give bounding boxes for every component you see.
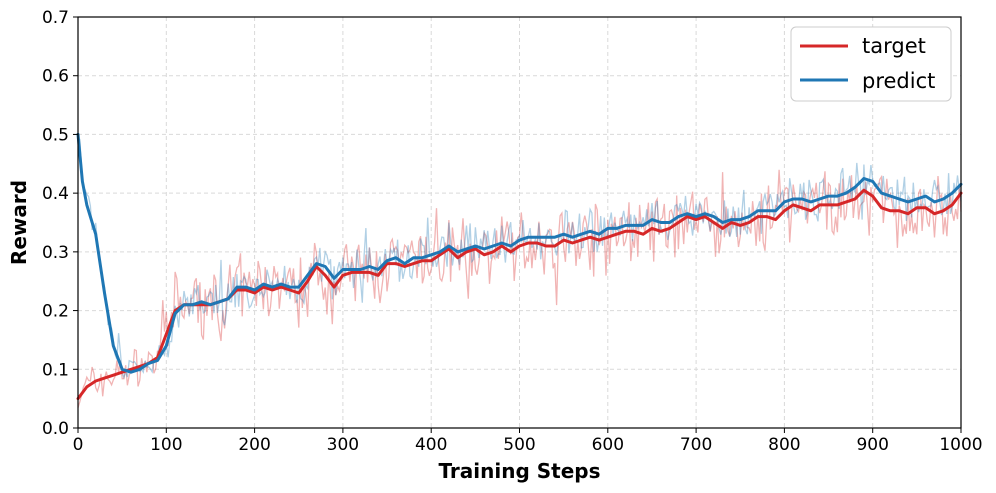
x-axis: 0 100 200 300 400 500 600 700 800 900 1000 [73, 428, 983, 455]
y-tick-label: 0.7 [42, 8, 69, 28]
x-tick-label: 400 [415, 435, 447, 455]
y-tick-label: 0.5 [42, 125, 69, 145]
x-tick-label: 1000 [939, 435, 982, 455]
smoothed-series-layer [76, 132, 963, 401]
legend-target-label: target [862, 34, 926, 58]
y-tick-label: 0.6 [42, 67, 69, 87]
y-tick-label: 0.2 [42, 302, 69, 322]
legend-predict-label: predict [862, 69, 935, 93]
x-tick-label: 500 [503, 435, 535, 455]
x-tick-label: 600 [592, 435, 624, 455]
y-tick-label: 0.0 [42, 419, 69, 439]
legend: target predict [790, 26, 952, 102]
x-tick-label: 700 [680, 435, 712, 455]
y-axis: 0.0 0.1 0.2 0.3 0.4 0.5 0.6 0.7 [42, 8, 78, 439]
x-tick-label: 800 [768, 435, 800, 455]
raw-target-line [77, 169, 962, 408]
x-tick-label: 900 [856, 435, 888, 455]
x-tick-label: 100 [150, 435, 182, 455]
y-axis-title: Reward [7, 180, 31, 265]
smoothed-predict-line [76, 132, 963, 374]
y-tick-label: 0.4 [42, 184, 69, 204]
x-tick-label: 300 [327, 435, 359, 455]
y-tick-label: 0.3 [42, 243, 69, 263]
x-tick-label: 0 [73, 435, 84, 455]
x-tick-label: 200 [238, 435, 270, 455]
y-tick-label: 0.1 [42, 360, 69, 380]
x-axis-title: Training Steps [438, 459, 600, 483]
